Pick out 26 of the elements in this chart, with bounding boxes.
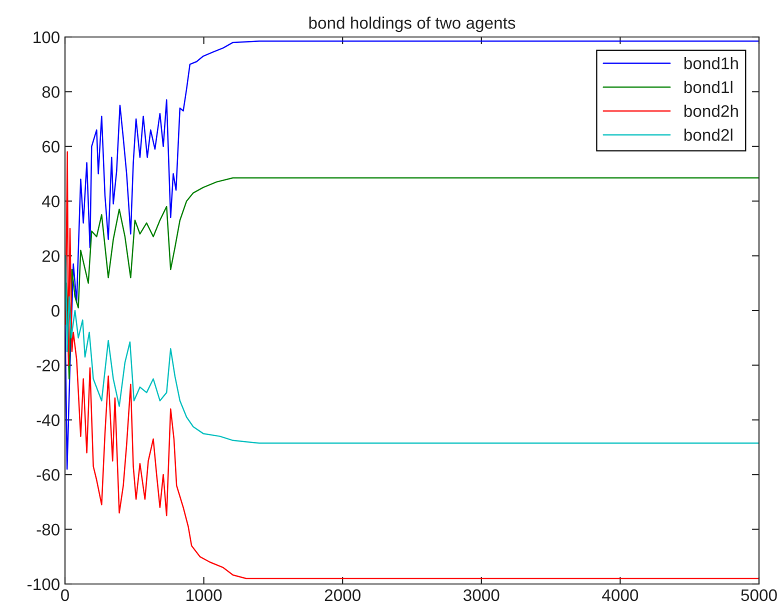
y-tick-label: -20 xyxy=(36,360,60,372)
y-tick-label: 20 xyxy=(42,250,60,262)
line-series xyxy=(65,151,759,580)
line-series xyxy=(65,40,759,470)
y-tick-label: 60 xyxy=(42,140,60,153)
y-tick-label: 100 xyxy=(34,31,60,44)
legend-label: bond2l xyxy=(684,128,732,141)
line-series xyxy=(65,255,759,444)
y-tick-label: -40 xyxy=(36,414,60,426)
legend-label: bond1l xyxy=(684,80,732,94)
line-series xyxy=(65,177,759,380)
x-tick-label: 3000 xyxy=(464,589,500,602)
y-tick-label: 0 xyxy=(52,304,60,317)
x-tick-label: 2000 xyxy=(324,589,360,602)
y-tick-label: 40 xyxy=(42,196,60,208)
y-tick-label: -80 xyxy=(36,524,60,536)
chart-title: bond holdings of two agents xyxy=(309,16,516,32)
x-tick-label: 1000 xyxy=(186,589,222,602)
y-tick-label: -100 xyxy=(28,578,60,590)
x-tick-label: 0 xyxy=(61,589,69,602)
x-tick-label: 5000 xyxy=(741,589,777,602)
y-tick-label: 80 xyxy=(42,86,60,98)
y-tick-label: -60 xyxy=(36,469,60,481)
x-tick-label: 4000 xyxy=(602,589,638,602)
legend-label: bond1h xyxy=(684,57,738,70)
legend-label: bond2h xyxy=(684,104,738,117)
